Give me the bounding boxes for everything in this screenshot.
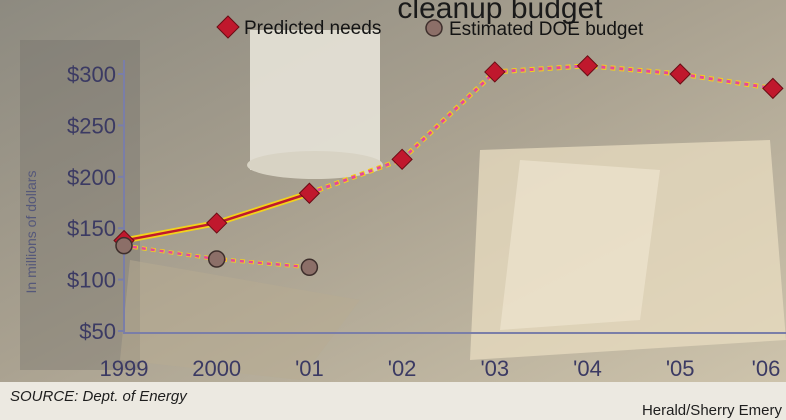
x-tick-label: '01 (295, 356, 324, 381)
legend-label-estimated-doe-budget: Estimated DOE budget (449, 19, 644, 40)
predicted-point-06 (762, 77, 784, 100)
series-predicted-needs (113, 55, 784, 252)
x-tick-label: '05 (666, 356, 695, 381)
legend: Predicted needs Estimated DOE budget (216, 15, 644, 40)
series-estimated-doe-budget (115, 236, 319, 277)
x-tick-label: 2000 (192, 356, 241, 381)
series-layer (113, 55, 784, 277)
predicted-point-01 (298, 182, 321, 204)
x-tick-label: '04 (573, 356, 602, 381)
predicted-point-02 (391, 148, 413, 171)
legend-diamond-icon (216, 15, 240, 39)
doe-point-1999 (115, 236, 133, 255)
x-axis-ticks: 1999 2000 '01 '02 '03 '04 '05 '06 (100, 356, 781, 381)
page-margin (0, 382, 786, 420)
y-tick-label: $50 (79, 319, 116, 344)
predicted-point-03 (484, 61, 506, 83)
axes (123, 60, 786, 334)
x-tick-label: '06 (752, 356, 781, 381)
x-tick-label: 1999 (100, 356, 149, 381)
source-credit: SOURCE: Dept. of Energy (10, 388, 188, 405)
x-tick-label: '03 (480, 356, 509, 381)
y-tick-label: $300 (67, 62, 116, 87)
y-tick-label: $100 (67, 268, 116, 293)
y-axis-ticks: $300 $250 $200 $150 $100 $50 (67, 62, 124, 344)
predicted-point-2000 (205, 212, 228, 234)
legend-label-predicted-needs: Predicted needs (244, 18, 381, 39)
byline-credit: Herald/Sherry Emery (642, 402, 783, 419)
background-photo (0, 0, 786, 400)
y-tick-label: $200 (67, 165, 116, 190)
x-tick-label: '02 (388, 356, 417, 381)
doe-point-01 (300, 258, 319, 277)
y-axis-label: In millions of dollars (23, 171, 39, 294)
predicted-point-05 (669, 63, 691, 85)
y-tick-label: $250 (67, 113, 116, 138)
legend-circle-icon (425, 19, 443, 37)
y-tick-label: $150 (67, 216, 116, 241)
predicted-point-04 (576, 55, 599, 77)
doe-point-2000 (207, 250, 226, 268)
predicted-dashed-line (308, 64, 774, 195)
